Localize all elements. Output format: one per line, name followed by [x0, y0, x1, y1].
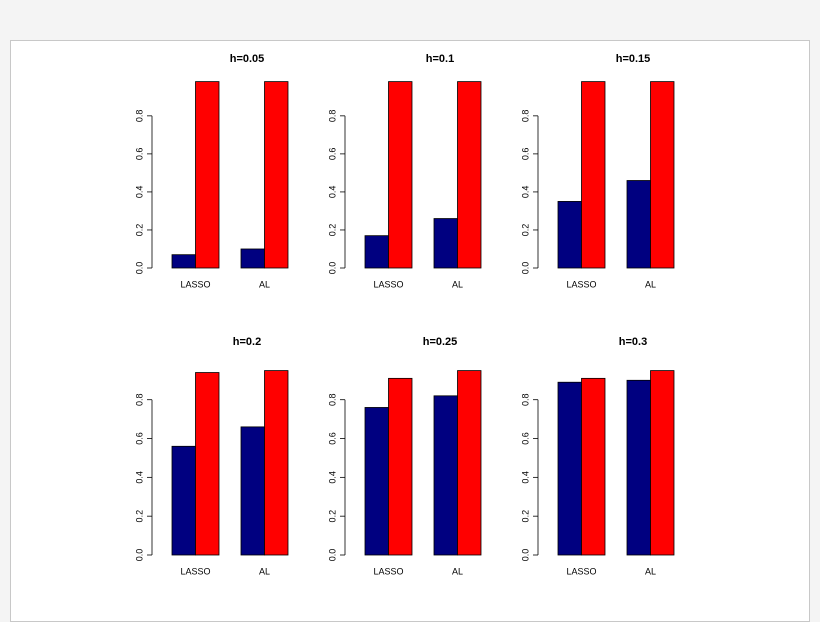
x-tick-label: LASSO: [566, 566, 596, 576]
y-tick-label: 0.4: [134, 471, 144, 484]
x-tick-label: LASSO: [180, 566, 210, 576]
y-tick-label: 0.6: [134, 148, 144, 161]
panel-title: h=0.25: [423, 336, 458, 348]
bar: [171, 445, 196, 556]
bar: [626, 180, 651, 269]
x-tick-label: AL: [452, 279, 463, 289]
bar: [557, 201, 582, 269]
y-tick-label: 0.2: [134, 510, 144, 523]
y-tick-label: 0.6: [520, 148, 530, 161]
bar: [388, 377, 413, 556]
y-tick-label: 0.0: [520, 549, 530, 562]
bar: [364, 235, 389, 269]
x-tick-label: AL: [645, 279, 656, 289]
y-tick-label: 0.0: [134, 262, 144, 275]
y-tick-label: 0.8: [327, 393, 337, 406]
x-tick-label: LASSO: [373, 566, 403, 576]
y-tick-label: 0.4: [520, 186, 530, 199]
bar: [195, 81, 220, 269]
y-tick-label: 0.4: [327, 471, 337, 484]
bar: [557, 381, 582, 556]
y-tick-label: 0.4: [327, 186, 337, 199]
y-tick-label: 0.8: [520, 393, 530, 406]
bar: [264, 370, 289, 556]
y-tick-label: 0.8: [134, 393, 144, 406]
y-tick-label: 0.4: [134, 186, 144, 199]
bar: [388, 81, 413, 269]
y-tick-label: 0.6: [520, 432, 530, 445]
y-tick-label: 0.4: [520, 471, 530, 484]
y-tick-label: 0.2: [134, 224, 144, 237]
panel-title: h=0.3: [619, 336, 647, 348]
y-tick-label: 0.0: [520, 262, 530, 275]
bar: [240, 426, 265, 556]
x-tick-label: LASSO: [180, 279, 210, 289]
bar: [171, 254, 196, 269]
y-tick-label: 0.6: [327, 148, 337, 161]
panel-title: h=0.05: [230, 53, 265, 65]
x-tick-label: AL: [452, 566, 463, 576]
y-tick-label: 0.8: [520, 110, 530, 123]
x-tick-label: AL: [259, 566, 270, 576]
y-tick-label: 0.2: [520, 224, 530, 237]
panel-title: h=0.15: [616, 53, 651, 65]
x-tick-label: LASSO: [373, 279, 403, 289]
bar: [457, 81, 482, 269]
y-tick-label: 0.0: [327, 549, 337, 562]
bar: [626, 379, 651, 556]
bar: [650, 370, 675, 556]
bar: [581, 377, 606, 556]
y-tick-label: 0.6: [134, 432, 144, 445]
y-tick-label: 0.0: [327, 262, 337, 275]
y-tick-label: 0.2: [520, 510, 530, 523]
bar: [433, 218, 458, 269]
panel-title: h=0.1: [426, 53, 454, 65]
x-tick-label: LASSO: [566, 279, 596, 289]
bar: [240, 248, 265, 269]
y-tick-label: 0.8: [134, 110, 144, 123]
x-tick-label: AL: [259, 279, 270, 289]
bar: [433, 395, 458, 556]
y-tick-label: 0.2: [327, 224, 337, 237]
y-tick-label: 0.6: [327, 432, 337, 445]
bar: [581, 81, 606, 269]
x-tick-label: AL: [645, 566, 656, 576]
bar: [364, 407, 389, 556]
bar: [264, 81, 289, 269]
bar: [195, 372, 220, 556]
bar: [457, 370, 482, 556]
y-tick-label: 0.2: [327, 510, 337, 523]
panel-title: h=0.2: [233, 336, 261, 348]
y-tick-label: 0.8: [327, 110, 337, 123]
y-tick-label: 0.0: [134, 549, 144, 562]
bar: [650, 81, 675, 269]
